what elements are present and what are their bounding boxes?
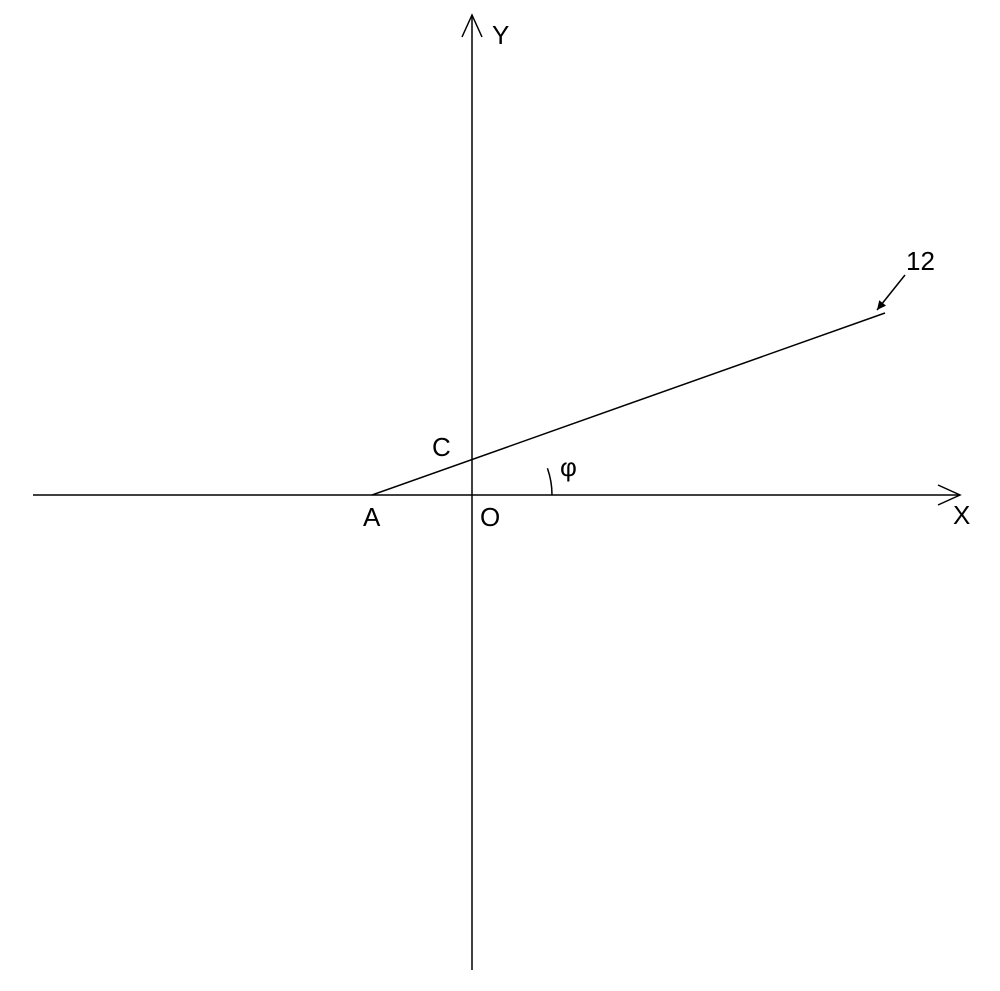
coordinate-diagram — [0, 0, 1000, 991]
x-axis-label: X — [953, 500, 970, 531]
callout-12-label: 12 — [906, 246, 935, 277]
point-a-label: A — [363, 502, 380, 533]
y-axis-label: Y — [492, 20, 509, 51]
origin-label: O — [480, 502, 500, 533]
angle-phi-label: φ — [560, 452, 577, 483]
point-c-label: C — [432, 432, 451, 463]
